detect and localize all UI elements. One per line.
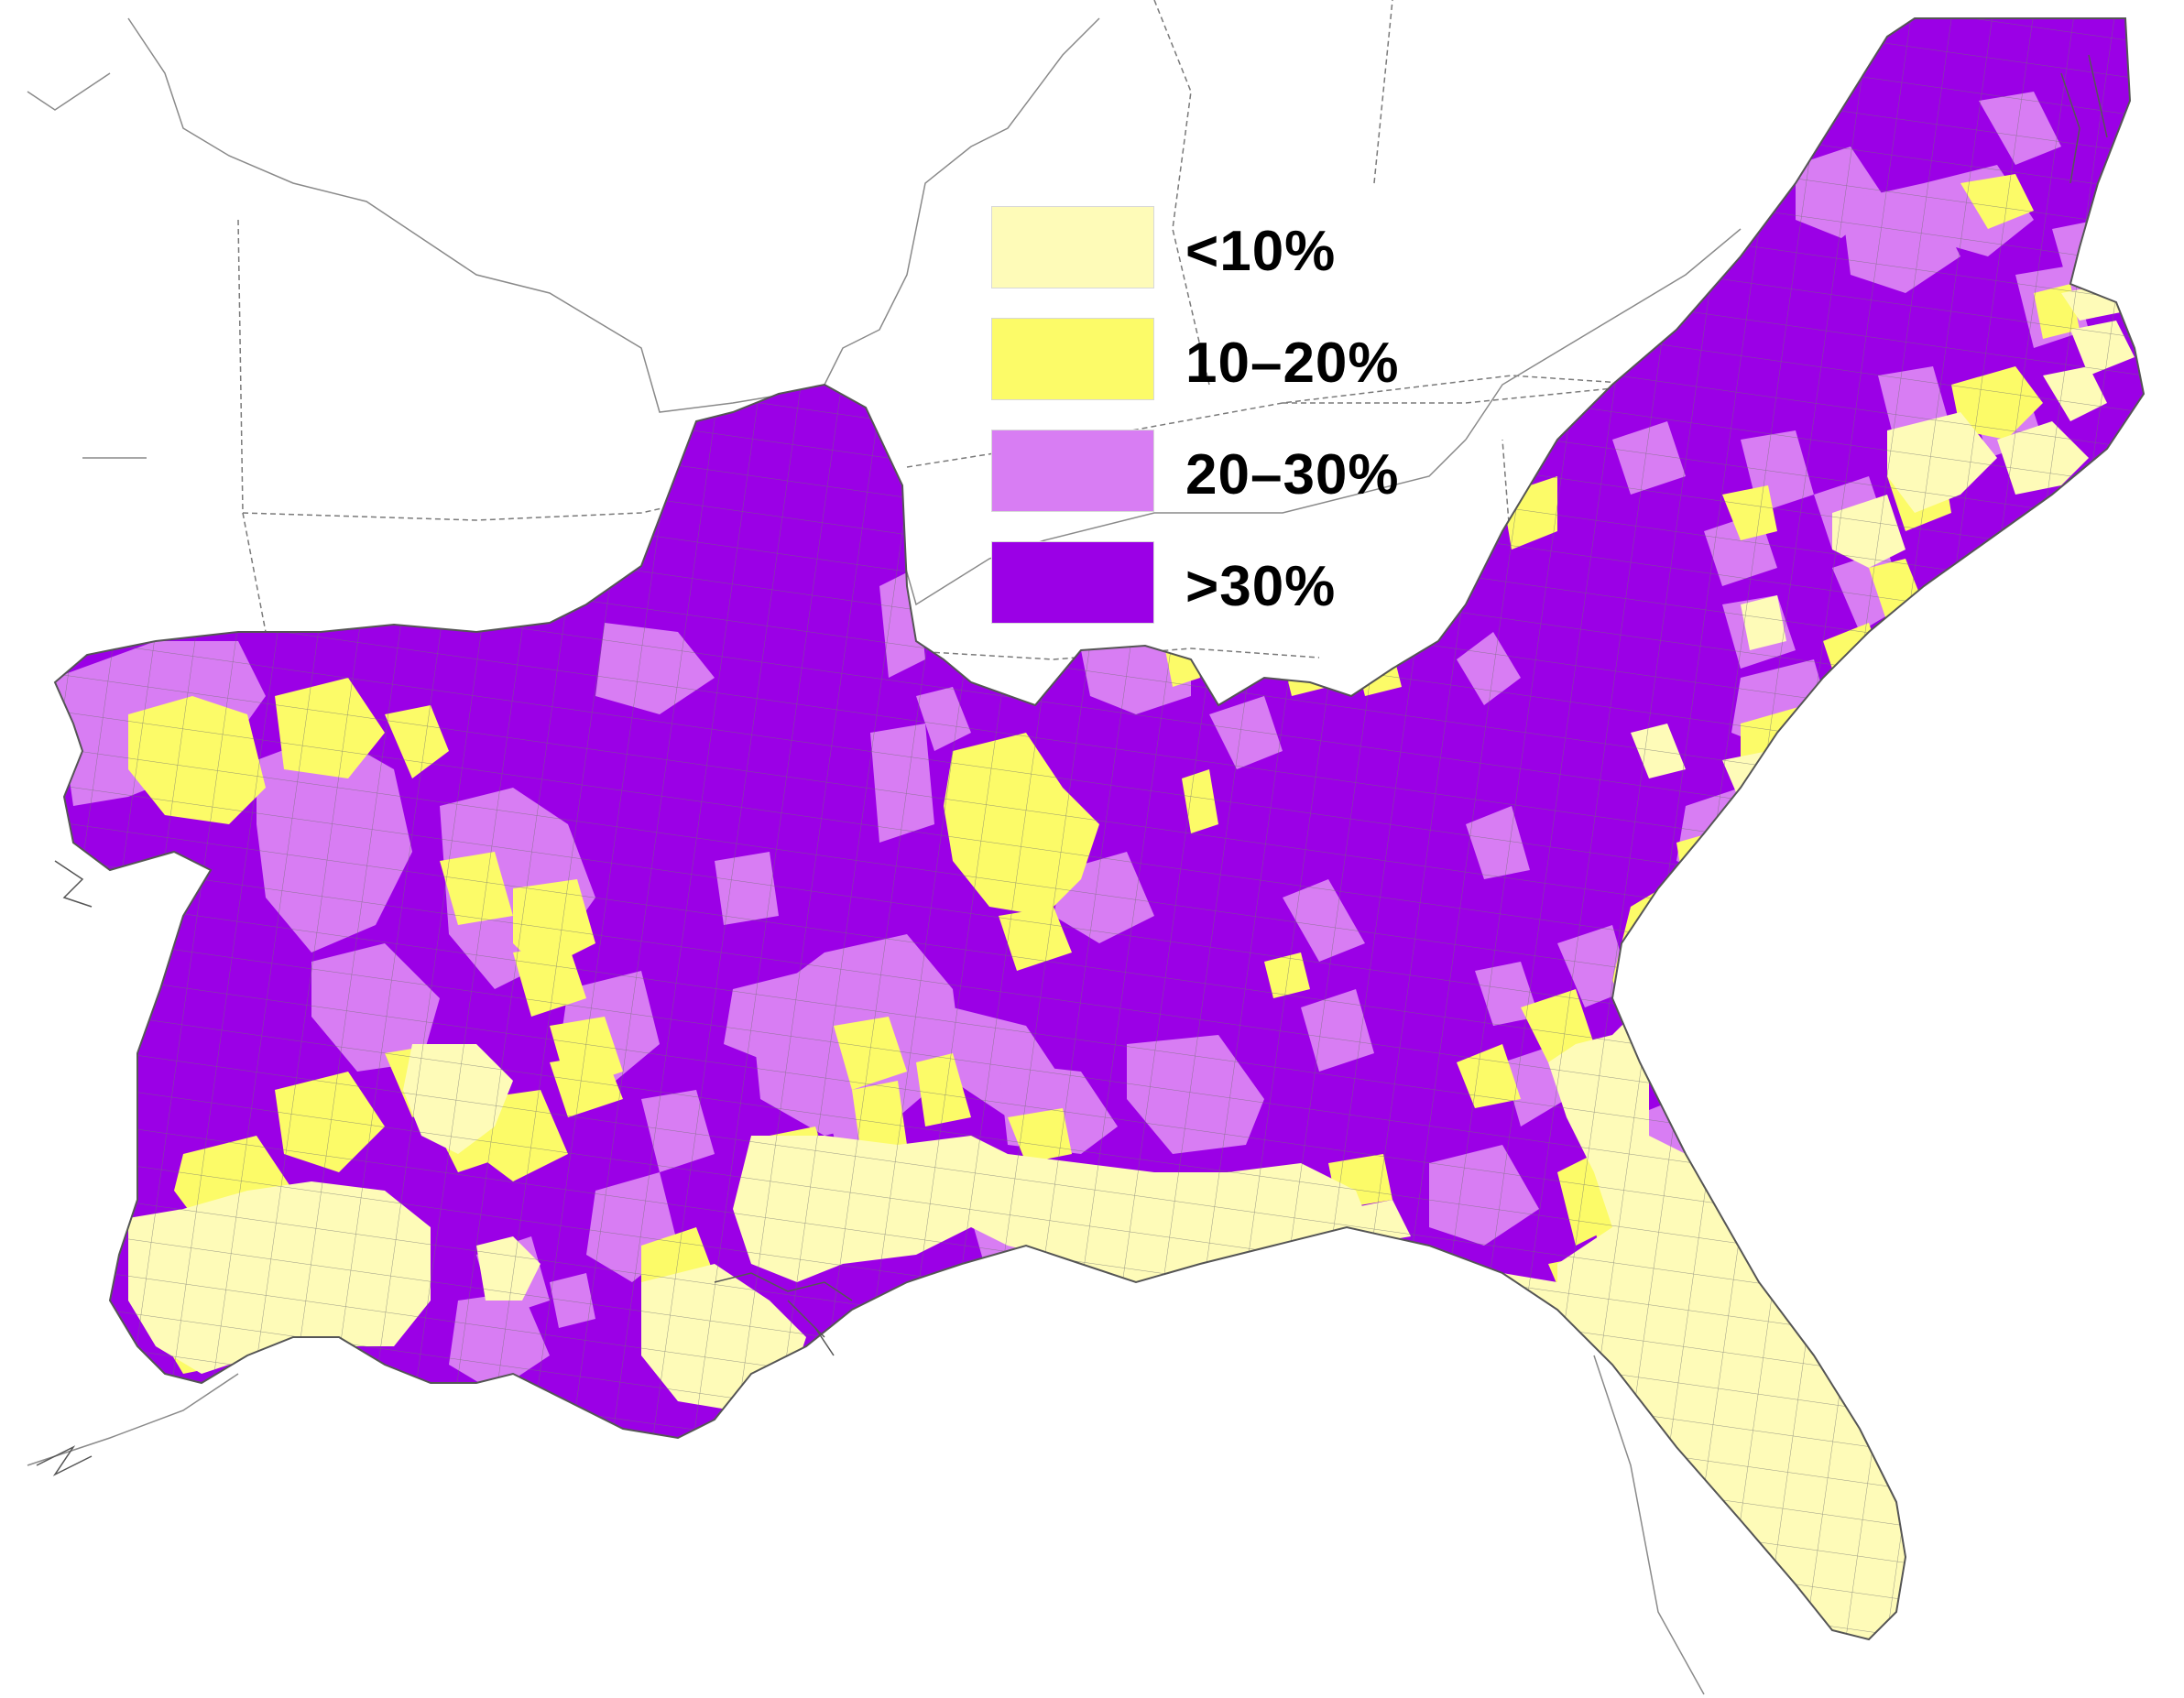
legend-label-gt30: >30% <box>1185 555 1337 618</box>
legend-swatch-10-20 <box>991 318 1154 400</box>
legend-swatch-gt30 <box>991 541 1154 624</box>
legend-label-10-20: 10–20% <box>1185 332 1400 395</box>
legend-item-20-30: 20–30% <box>991 430 1468 541</box>
legend-label-lt10: <10% <box>1185 220 1337 283</box>
coastline-detail <box>36 54 2108 1476</box>
legend-label-20-30: 20–30% <box>1185 443 1400 506</box>
legend-item-10-20: 10–20% <box>991 318 1468 430</box>
legend-swatch-lt10 <box>991 206 1154 288</box>
legend-item-gt30: >30% <box>991 541 1468 653</box>
region-boundary <box>53 17 2146 1641</box>
legend-item-lt10: <10% <box>991 206 1468 318</box>
legend: <10% 10–20% 20–30% >30% <box>991 206 1468 653</box>
legend-swatch-20-30 <box>991 430 1154 512</box>
